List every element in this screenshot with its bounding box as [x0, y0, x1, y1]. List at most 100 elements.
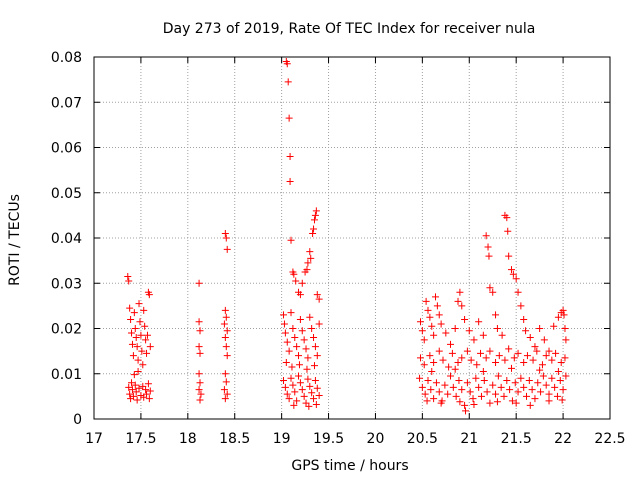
data-point [483, 388, 491, 396]
data-point [507, 266, 515, 274]
data-point [456, 288, 464, 296]
data-point [310, 216, 318, 224]
data-point [298, 279, 306, 287]
data-point [296, 379, 304, 387]
data-point [130, 309, 138, 317]
data-point [514, 388, 522, 396]
data-point [551, 383, 559, 391]
data-point [298, 386, 306, 394]
data-point [284, 78, 292, 86]
data-point [557, 358, 565, 366]
data-point [423, 397, 431, 405]
data-point [309, 229, 317, 237]
data-point [280, 311, 288, 319]
data-point [461, 315, 469, 323]
data-point [508, 397, 516, 405]
data-point [145, 395, 153, 403]
data-point [304, 259, 312, 267]
data-point [311, 377, 319, 385]
data-point [517, 302, 525, 310]
data-point [195, 343, 203, 351]
data-point [287, 309, 295, 317]
data-point [302, 345, 310, 353]
data-point [416, 318, 424, 326]
data-point [134, 367, 142, 375]
x-tick-label: 22 [554, 431, 572, 447]
data-point [533, 347, 541, 355]
data-point [285, 347, 293, 355]
data-point [498, 331, 506, 339]
data-point [281, 383, 289, 391]
data-point [290, 270, 298, 278]
data-point [432, 379, 440, 387]
data-point [416, 374, 424, 382]
data-point [492, 358, 500, 366]
data-point [195, 370, 203, 378]
data-point [554, 367, 562, 375]
data-point [430, 358, 438, 366]
x-tick-label: 18 [179, 431, 197, 447]
data-point [303, 365, 311, 373]
data-point [552, 349, 560, 357]
data-point [135, 384, 143, 392]
data-point [134, 356, 142, 364]
data-point [454, 358, 462, 366]
data-point [132, 388, 140, 396]
data-point [286, 153, 294, 161]
data-point [124, 272, 132, 280]
data-point [550, 322, 558, 330]
data-point [444, 390, 452, 398]
data-point [462, 407, 470, 415]
data-point [125, 383, 133, 391]
data-point [485, 252, 493, 260]
data-point [437, 320, 445, 328]
data-point [500, 392, 508, 400]
data-point [307, 254, 315, 262]
data-point [447, 340, 455, 348]
data-point [282, 358, 290, 366]
data-point [286, 177, 294, 185]
data-point [142, 336, 150, 344]
x-tick-label: 18.5 [219, 431, 250, 447]
data-point [293, 343, 301, 351]
data-point [143, 331, 151, 339]
data-point [466, 388, 474, 396]
data-point [463, 347, 471, 355]
data-point [421, 390, 429, 398]
data-point [454, 297, 462, 305]
data-point [304, 354, 312, 362]
data-point [130, 371, 138, 379]
data-point [486, 399, 494, 407]
data-point [489, 288, 497, 296]
data-point [313, 384, 321, 392]
data-point [562, 336, 570, 344]
data-points [124, 58, 570, 415]
data-point [536, 366, 544, 374]
data-point [127, 315, 135, 323]
data-point [469, 395, 477, 403]
data-point [548, 356, 556, 364]
data-point [196, 396, 204, 404]
data-point [221, 229, 229, 237]
data-point [512, 275, 520, 283]
data-point [285, 114, 293, 122]
data-point [315, 391, 323, 399]
data-point [561, 325, 569, 332]
data-point [291, 388, 299, 396]
data-point [426, 352, 434, 360]
data-point [293, 397, 301, 405]
data-point [556, 377, 564, 385]
data-point [463, 379, 471, 387]
data-point [196, 327, 204, 335]
data-point [501, 356, 509, 364]
y-tick-label: 0.07 [51, 95, 82, 111]
data-point [221, 395, 229, 403]
data-point [295, 372, 303, 380]
data-point [559, 306, 567, 314]
data-point [467, 356, 475, 364]
data-point [540, 336, 548, 344]
data-point [283, 390, 291, 398]
data-point [430, 395, 438, 403]
data-point [139, 361, 147, 369]
data-point [504, 227, 512, 235]
